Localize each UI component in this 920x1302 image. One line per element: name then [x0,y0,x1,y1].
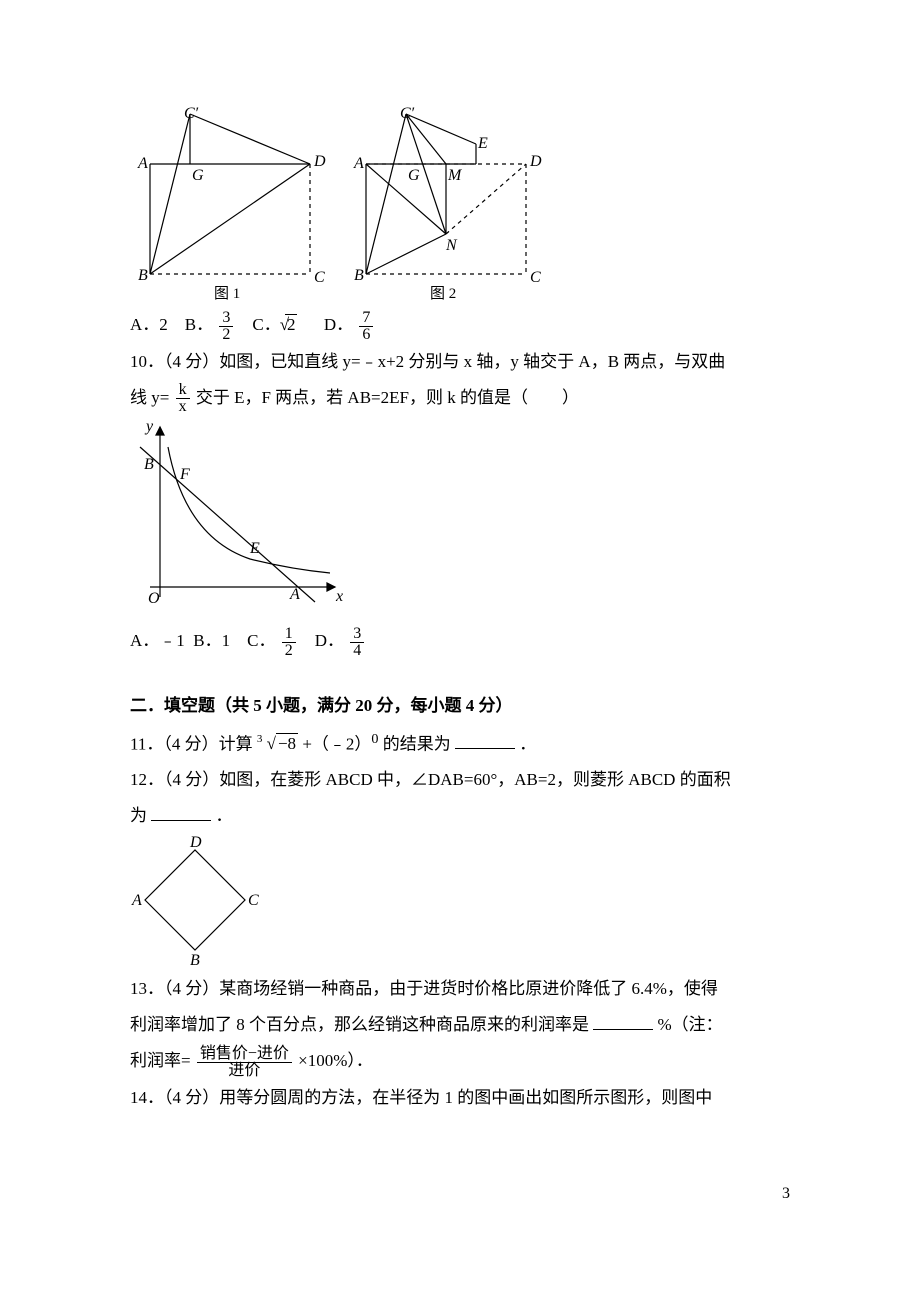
pt-B: B [144,456,154,473]
opt-b-num: 3 [219,310,233,327]
page-number: 3 [130,1185,790,1203]
opt-d: D． [324,315,353,334]
lbl-B: B [138,267,148,284]
opt-b-frac: 3 2 [217,310,235,343]
q10-d: D． [315,631,344,650]
q10-a: A．﹣1 [130,631,185,650]
q10-frac-den: x [176,399,190,415]
section2-title: 二．填空题（共 5 小题，满分 20 分，每小题 4 分） [130,689,790,723]
q13-l1: 13．（4 分）某商场经销一种商品，由于进货时价格比原进价降低了 6.4%，使得 [130,972,790,1006]
rh-B: B [190,952,200,965]
pt-A: A [289,586,300,603]
q9-fig1: A B C D C′ G 图 1 [130,104,330,304]
lbl2-N: N [445,237,458,254]
lbl2-M: M [447,167,463,184]
q10-d-num: 3 [350,626,364,643]
q12-l1: 12．（4 分）如图，在菱形 ABCD 中，∠DAB=60°，AB=2，则菱形 … [130,763,790,797]
lbl-Cp: C′ [184,105,199,122]
q10-l2b: 交于 E，F 两点，若 AB=2EF，则 k 的值是（ ） [196,388,579,407]
q13-frac-num: 销售价−进价 [197,1046,292,1063]
q10-graph: O x y A B F E [130,417,350,617]
q11-a: 11．（4 分）计算 [130,734,253,753]
rh-A: A [131,892,142,909]
q13-frac-den: 进价 [197,1063,292,1079]
q10-l2a: 线 y= [130,388,169,407]
fig1-caption: 图 1 [214,285,240,302]
lbl2-D: D [529,153,542,170]
q10-c: C． [247,631,275,650]
lbl-D: D [313,153,326,170]
axis-x: x [335,588,343,605]
opt-c: C． [252,315,280,334]
q11-blank [455,731,515,749]
q10-c-num: 1 [282,626,296,643]
root-index: 3 [257,733,263,745]
q12-blank [151,803,211,821]
q11-d: ． [519,734,536,753]
rh-C: C [248,892,259,909]
q13-blank [593,1012,653,1030]
pt-F: F [179,466,190,483]
q13-l3: 利润率= 销售价−进价 进价 ×100%）． [130,1044,790,1079]
opt-d-num: 7 [359,310,373,327]
cube-root: 3 √−8 [257,734,302,753]
lbl2-G: G [408,167,420,184]
q12-l2a: 为 [130,806,147,825]
q10-c-den: 2 [282,643,296,659]
q10-d-frac: 3 4 [348,626,366,659]
q11-c: 的结果为 [383,734,451,753]
opt-b-den: 2 [219,327,233,343]
radicand: −8 [276,733,298,753]
lbl-C: C [314,269,325,286]
q10-c-frac: 1 2 [280,626,298,659]
page: A B C D C′ G 图 1 [0,0,920,1263]
q10-b: B．1 [193,631,230,650]
q11: 11．（4 分）计算 3 √−8 +（﹣2）0 的结果为 ． [130,725,790,762]
radical-sign: √ [280,315,289,334]
lbl-A: A [137,155,148,172]
opt-d-den: 6 [359,327,373,343]
q9-options: A．2 B． 3 2 C． 2 √ D． 7 6 [130,308,790,343]
q12-rhombus: A B C D [130,835,260,965]
lbl2-Cp: C′ [400,105,415,122]
lbl2-E: E [477,135,488,152]
lbl-G: G [192,167,204,184]
q10-frac: k x [174,382,192,415]
q12-l2b: ． [216,806,233,825]
q10-frac-num: k [176,382,190,399]
q14-l1: 14．（4 分）用等分圆周的方法，在半径为 1 的图中画出如图所示图形，则图中 [130,1081,790,1115]
lbl2-B: B [354,267,364,284]
q11-b: +（﹣2） [302,734,371,753]
opt-a: A．2 [130,315,168,334]
q10-options: A．﹣1 B．1 C． 1 2 D． 3 4 [130,624,790,659]
q13-l3a: 利润率= [130,1051,191,1070]
q10-line2: 线 y= k x 交于 E，F 两点，若 AB=2EF，则 k 的值是（ ） [130,381,790,416]
axis-y: y [144,418,154,435]
fig2-caption: 图 2 [430,285,456,302]
q10-d-den: 4 [350,643,364,659]
q13-frac: 销售价−进价 进价 [195,1046,294,1079]
q12-l2: 为 ． [130,799,790,833]
rh-D: D [189,835,202,851]
lbl2-C: C [530,269,541,286]
pt-E: E [249,540,260,557]
opt-b: B． [185,315,213,334]
q9-figures: A B C D C′ G 图 1 [130,104,790,304]
q13-l2a: 利润率增加了 8 个百分点，那么经销这种商品原来的利润率是 [130,1015,589,1034]
q10-line1: 10．（4 分）如图，已知直线 y=﹣x+2 分别与 x 轴，y 轴交于 A，B… [130,345,790,379]
q13-l3b: ×100%）． [298,1051,373,1070]
opt-d-frac: 7 6 [357,310,375,343]
axis-O: O [148,590,160,607]
q9-fig2: A B C D C′ G E M N 图 2 [346,104,546,304]
lbl2-A: A [353,155,364,172]
q13-l2b: %（注： [658,1015,723,1034]
q11-exp: 0 [371,731,378,747]
q13-l2: 利润率增加了 8 个百分点，那么经销这种商品原来的利润率是 %（注： [130,1008,790,1042]
